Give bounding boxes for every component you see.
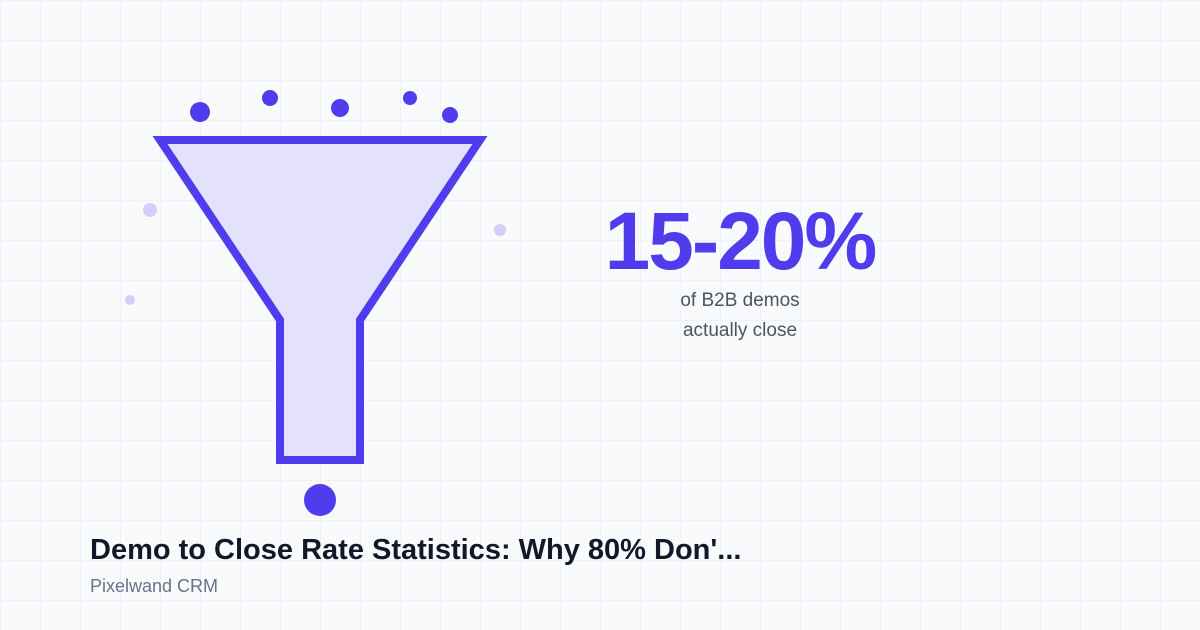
faded-dot — [494, 224, 506, 236]
stat-caption-line: of B2B demos — [680, 290, 800, 311]
stat-block: 15-20% of B2B demos actually close — [540, 200, 940, 346]
lead-dot — [331, 99, 349, 117]
lead-dot — [442, 107, 458, 123]
closed-deal-dot — [304, 484, 336, 516]
funnel-icon — [152, 136, 488, 464]
stat-caption-line: actually close — [682, 320, 798, 341]
page-title: Demo to Close Rate Statistics: Why 80% D… — [90, 534, 742, 566]
lead-dot — [190, 102, 210, 122]
faded-dot — [125, 295, 135, 305]
stat-value: 15-20% — [604, 196, 878, 287]
lead-dot — [262, 90, 278, 106]
lead-dot — [403, 91, 417, 105]
faded-dot — [143, 203, 157, 217]
stat-caption: of B2B demos actually close — [540, 286, 940, 346]
brand-name: Pixelwand CRM — [90, 576, 219, 596]
